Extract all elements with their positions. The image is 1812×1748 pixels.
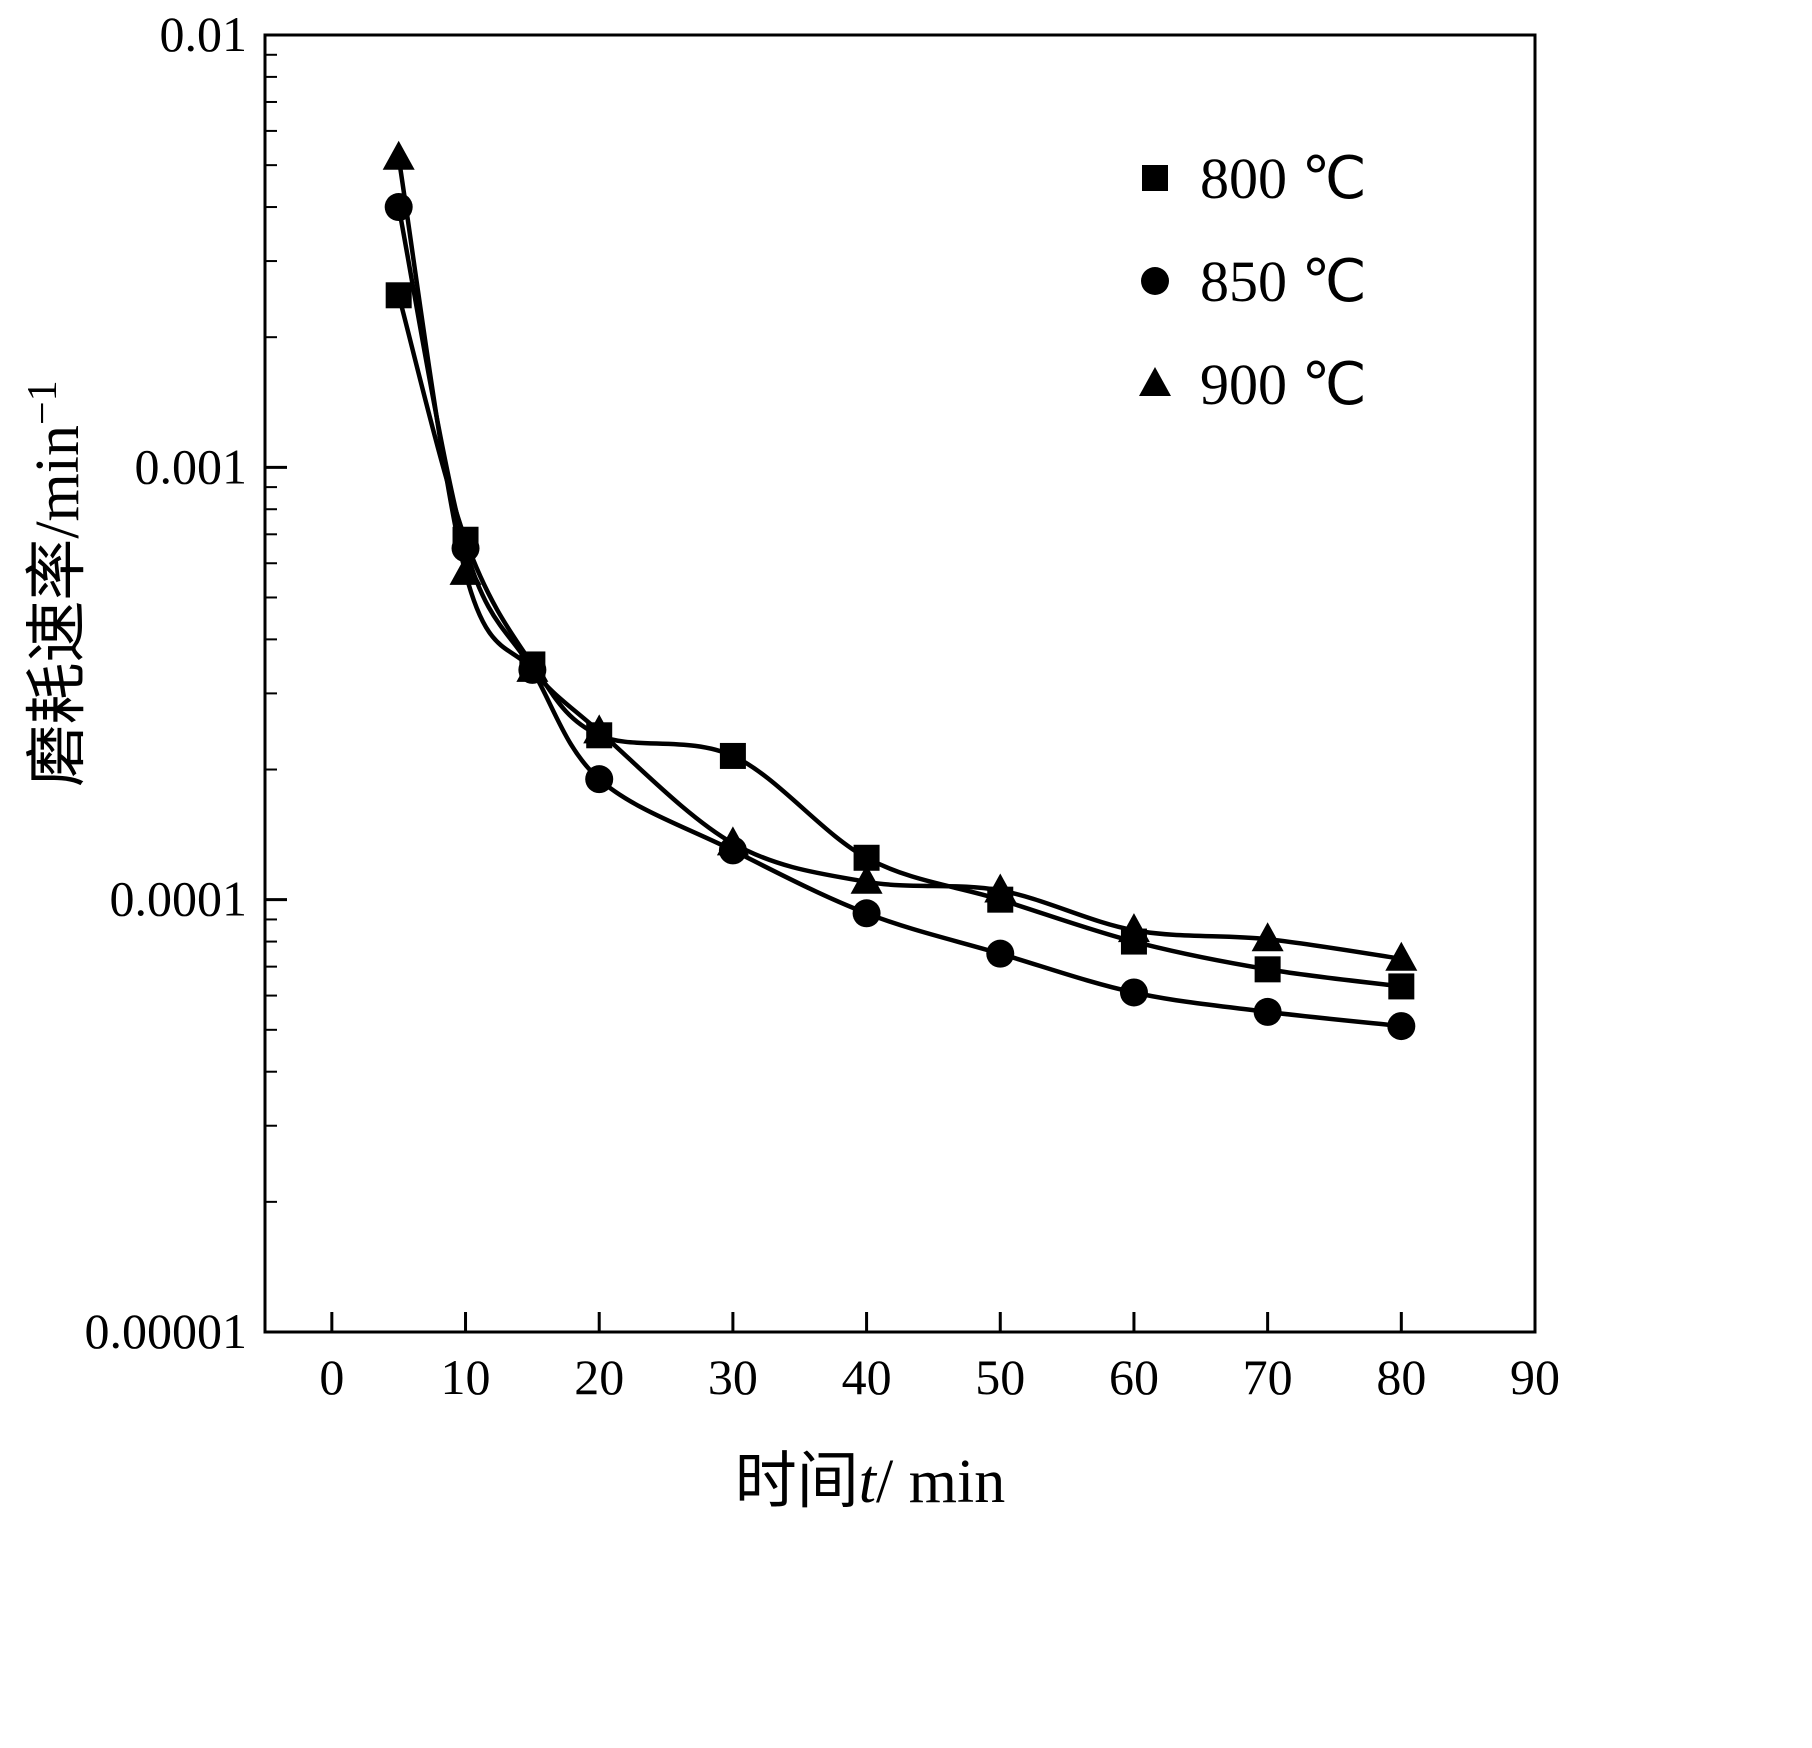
x-tick-label: 20 [574,1349,624,1405]
y-tick-label: 0.01 [160,6,248,62]
triangle-marker [516,652,549,682]
triangle-marker [1139,367,1171,396]
square-marker [1254,956,1281,983]
x-axis-label: 时间t/ min [735,1448,1005,1516]
series-line [396,204,1404,1029]
triangle-marker [449,555,482,585]
circle-marker [1253,997,1282,1026]
y-tick-label: 0.001 [135,438,248,494]
series-850℃ [384,193,1416,1041]
x-tick-label: 50 [975,1349,1025,1405]
x-tick-label: 0 [319,1349,344,1405]
square-marker [385,282,412,309]
triangle-marker [583,714,616,744]
legend: 800 ℃ 850 ℃ 900 ℃ [1139,146,1367,417]
axes: 0 10 20 30 40 50 60 70 80 90 0.01 0.001 0.0001 0.0000… [20,6,1560,1516]
x-tick-label: 80 [1376,1349,1426,1405]
x-tick-label: 30 [708,1349,758,1405]
series-line [396,293,1404,989]
triangle-marker [1251,922,1284,952]
x-tick-label: 90 [1510,1349,1560,1405]
circle-marker [852,899,881,928]
circle-marker [1141,267,1169,295]
plot-frame [263,33,1537,1334]
circle-marker [1119,978,1148,1007]
x-tick-label: 10 [441,1349,491,1405]
circle-marker [986,939,1015,968]
x-tick-label: 60 [1109,1349,1159,1405]
legend-label: 800 ℃ [1200,146,1367,211]
square-marker [719,742,746,769]
y-tick-label: 0.00001 [85,1303,248,1359]
triangle-marker [382,140,415,170]
triangle-marker [716,826,749,856]
triangle-marker [1385,941,1418,971]
legend-label: 900 ℃ [1200,352,1367,417]
square-marker [1142,165,1168,191]
legend-label: 850 ℃ [1200,249,1367,314]
triangle-marker [984,873,1017,903]
series-900℃ [382,140,1418,971]
circle-marker [585,765,614,794]
square-marker [1388,973,1415,1000]
y-axis-label: 磨耗速率/min−1 [20,380,92,786]
triangle-marker [850,864,883,894]
x-tick-label: 40 [842,1349,892,1405]
x-tick-label: 70 [1243,1349,1293,1405]
y-tick-label: 0.0001 [110,871,248,927]
triangle-marker [1117,913,1150,943]
circle-marker [1387,1012,1416,1041]
